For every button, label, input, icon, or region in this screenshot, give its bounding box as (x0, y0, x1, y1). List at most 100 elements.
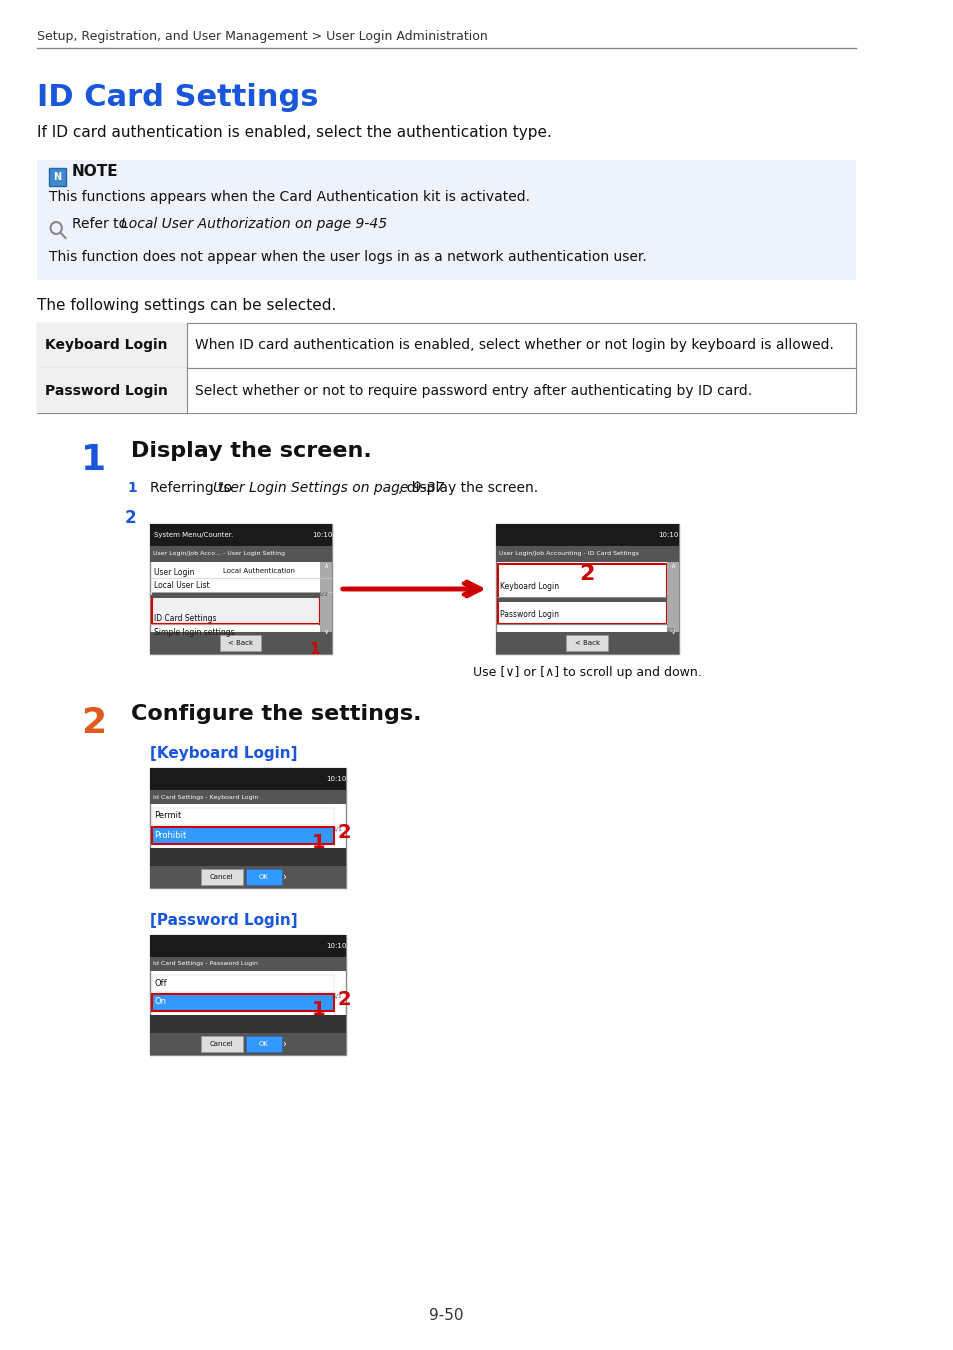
Text: ∧: ∧ (323, 563, 328, 568)
Text: Referring to: Referring to (150, 481, 236, 495)
Text: < Back: < Back (574, 640, 599, 647)
Text: < Back: < Back (228, 640, 253, 647)
Text: Setup, Registration, and User Management > User Login Administration: Setup, Registration, and User Management… (37, 30, 488, 43)
FancyBboxPatch shape (37, 323, 855, 369)
Text: Id Card Settings - Keyboard Login: Id Card Settings - Keyboard Login (152, 795, 257, 799)
Text: On: On (154, 998, 167, 1007)
FancyBboxPatch shape (320, 562, 332, 634)
Text: 10:10: 10:10 (326, 776, 346, 782)
Text: 2: 2 (81, 706, 106, 740)
FancyBboxPatch shape (150, 865, 346, 888)
Text: This functions appears when the Card Authentication kit is activated.: This functions appears when the Card Aut… (49, 190, 529, 204)
FancyBboxPatch shape (150, 545, 332, 562)
FancyBboxPatch shape (246, 869, 281, 886)
Text: 1: 1 (312, 1000, 325, 1019)
Text: OK: OK (259, 873, 269, 880)
FancyBboxPatch shape (152, 593, 320, 598)
Text: Local Authentication: Local Authentication (223, 568, 294, 574)
FancyBboxPatch shape (152, 828, 334, 844)
FancyBboxPatch shape (666, 562, 679, 634)
FancyBboxPatch shape (152, 595, 320, 624)
Text: Use [∨] or [∧] to scroll up and down.: Use [∨] or [∧] to scroll up and down. (473, 666, 701, 679)
Text: Off: Off (154, 979, 167, 987)
FancyBboxPatch shape (37, 369, 855, 413)
FancyBboxPatch shape (150, 1033, 346, 1054)
Text: 1/1: 1/1 (664, 628, 675, 633)
Text: 1: 1 (309, 643, 319, 657)
Text: 2: 2 (337, 990, 351, 1008)
Text: Cancel: Cancel (210, 873, 233, 880)
Text: 1: 1 (81, 443, 106, 477)
Text: Display the screen.: Display the screen. (131, 441, 372, 460)
FancyBboxPatch shape (150, 632, 332, 653)
FancyBboxPatch shape (152, 809, 334, 825)
FancyBboxPatch shape (150, 524, 332, 653)
FancyBboxPatch shape (150, 790, 346, 805)
Text: , display the screen.: , display the screen. (397, 481, 537, 495)
FancyBboxPatch shape (201, 869, 242, 886)
FancyBboxPatch shape (150, 768, 346, 888)
Text: This function does not appear when the user logs in as a network authentication : This function does not appear when the u… (49, 250, 646, 265)
Text: 10:10: 10:10 (312, 532, 332, 539)
FancyBboxPatch shape (49, 167, 66, 186)
Text: Prohibit: Prohibit (154, 830, 187, 840)
Text: 10:10: 10:10 (326, 944, 346, 949)
Text: 10:10: 10:10 (658, 532, 678, 539)
FancyBboxPatch shape (496, 524, 679, 545)
FancyBboxPatch shape (496, 632, 679, 653)
Text: 1/2: 1/2 (318, 593, 329, 597)
FancyBboxPatch shape (37, 369, 187, 413)
Text: 1/1: 1/1 (333, 994, 342, 999)
Text: User Login: User Login (153, 568, 193, 576)
Text: User Login/Job Acco... - User Login Setting: User Login/Job Acco... - User Login Sett… (152, 552, 284, 556)
Text: User Login Settings on page 9-37: User Login Settings on page 9-37 (213, 481, 443, 495)
Text: If ID card authentication is enabled, select the authentication type.: If ID card authentication is enabled, se… (37, 126, 552, 140)
Text: 2: 2 (578, 564, 594, 585)
Text: ∨: ∨ (323, 629, 328, 634)
Text: The following settings can be selected.: The following settings can be selected. (37, 298, 336, 313)
FancyBboxPatch shape (37, 323, 187, 369)
FancyBboxPatch shape (37, 161, 855, 279)
FancyBboxPatch shape (150, 524, 332, 545)
Text: Refer to: Refer to (72, 217, 132, 231)
Text: ∧: ∧ (669, 563, 674, 568)
FancyBboxPatch shape (497, 597, 666, 602)
Text: Keyboard Login: Keyboard Login (499, 582, 558, 591)
Text: System Menu/Counter.: System Menu/Counter. (154, 532, 233, 539)
Text: OK: OK (259, 1041, 269, 1048)
Text: Configure the settings.: Configure the settings. (131, 703, 421, 724)
Text: Keyboard Login: Keyboard Login (45, 339, 168, 352)
FancyBboxPatch shape (150, 848, 346, 865)
Text: 1/1: 1/1 (333, 826, 342, 832)
FancyBboxPatch shape (150, 936, 346, 1054)
FancyBboxPatch shape (246, 1035, 281, 1052)
FancyBboxPatch shape (150, 768, 346, 790)
FancyBboxPatch shape (152, 994, 334, 1011)
FancyBboxPatch shape (150, 1015, 346, 1033)
Text: N: N (53, 171, 61, 182)
FancyBboxPatch shape (497, 564, 666, 624)
Text: Password Login: Password Login (499, 610, 558, 620)
Text: ›: › (281, 1040, 285, 1049)
Text: NOTE: NOTE (71, 165, 117, 180)
Text: Cancel: Cancel (210, 1041, 233, 1048)
Text: ID Card Settings: ID Card Settings (37, 82, 318, 112)
Text: Select whether or not to require password entry after authenticating by ID card.: Select whether or not to require passwor… (194, 383, 751, 397)
Text: Id Card Settings - Password Login: Id Card Settings - Password Login (152, 961, 257, 967)
Text: Password Login: Password Login (45, 383, 168, 397)
FancyBboxPatch shape (220, 634, 261, 651)
Text: Simple login settings: Simple login settings (153, 628, 233, 637)
Text: [Keyboard Login]: [Keyboard Login] (150, 747, 297, 761)
FancyBboxPatch shape (496, 545, 679, 562)
Text: ∨: ∨ (669, 629, 674, 634)
FancyBboxPatch shape (201, 1035, 242, 1052)
Text: 1: 1 (127, 481, 136, 495)
Text: User Login/Job Accounting - ID Card Settings: User Login/Job Accounting - ID Card Sett… (498, 552, 639, 556)
Text: .: . (303, 217, 308, 231)
FancyBboxPatch shape (150, 936, 346, 957)
Text: ›: › (281, 872, 285, 882)
FancyBboxPatch shape (150, 957, 346, 971)
Text: 9-50: 9-50 (429, 1308, 463, 1323)
Text: Permit: Permit (154, 811, 182, 821)
Text: [Password Login]: [Password Login] (150, 913, 297, 927)
